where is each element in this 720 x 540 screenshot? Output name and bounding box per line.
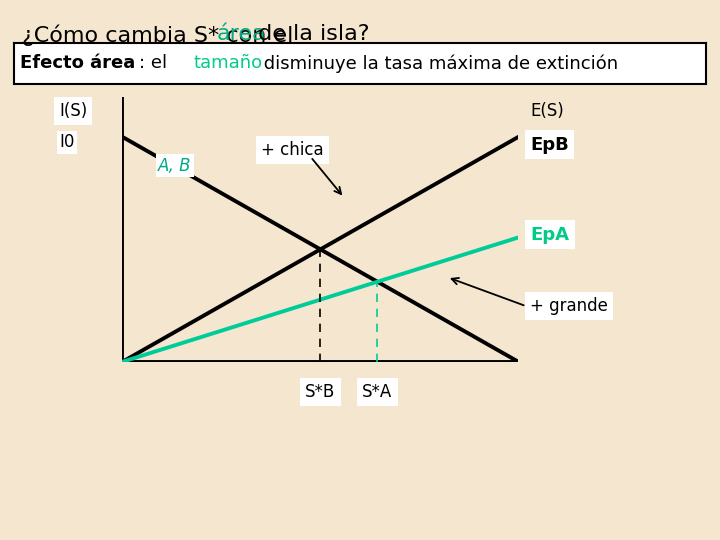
Text: I0: I0 [59, 133, 74, 151]
Text: Efecto área: Efecto área [20, 55, 135, 72]
Text: + chica: + chica [261, 141, 323, 159]
Text: de la isla?: de la isla? [251, 24, 369, 44]
Text: S*A: S*A [362, 383, 392, 401]
Text: E(S): E(S) [531, 103, 564, 120]
Text: A, B: A, B [158, 157, 192, 175]
Text: disminuye la tasa máxima de extinción: disminuye la tasa máxima de extinción [258, 54, 618, 73]
Text: : el: : el [139, 55, 173, 72]
Text: I(S): I(S) [59, 103, 87, 120]
Text: + grande: + grande [531, 297, 608, 315]
Text: área: área [217, 24, 266, 44]
Text: ¿Cómo cambia S* con el: ¿Cómo cambia S* con el [22, 24, 300, 46]
Text: EpA: EpA [531, 226, 570, 244]
Text: tamaño: tamaño [193, 55, 262, 72]
Text: EpB: EpB [531, 136, 569, 154]
Text: S*B: S*B [305, 383, 336, 401]
